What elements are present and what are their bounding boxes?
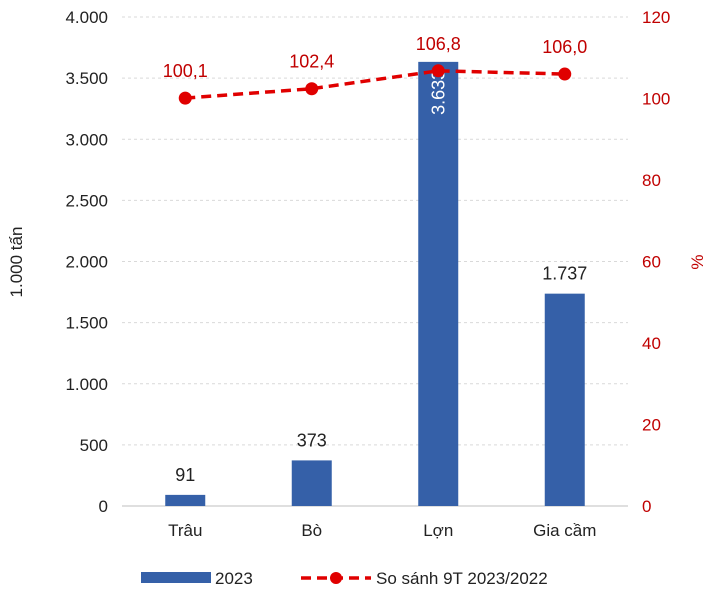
legend-label-bar: 2023 xyxy=(215,569,253,588)
line-value-label: 100,1 xyxy=(163,61,208,81)
legend-label-line: So sánh 9T 2023/2022 xyxy=(376,569,548,588)
bar-Trâu xyxy=(165,494,206,506)
y-axis-title-left: 1.000 tấn xyxy=(7,227,26,298)
y-tick-label-right: 40 xyxy=(642,334,661,353)
y-tick-label-right: 80 xyxy=(642,171,661,190)
line-point xyxy=(178,91,192,105)
y-tick-label-right: 60 xyxy=(642,253,661,272)
bar-value-label: 91 xyxy=(175,465,195,485)
bar-Lợn xyxy=(418,61,459,506)
x-tick-label: Bò xyxy=(301,521,322,540)
bar-value-label: 1.737 xyxy=(542,264,587,284)
y-tick-label-right: 100 xyxy=(642,90,670,109)
line-value-label: 106,8 xyxy=(416,34,461,54)
legend-swatch-bar xyxy=(141,572,211,583)
y-tick-label-right: 120 xyxy=(642,8,670,27)
y-tick-label-left: 0 xyxy=(99,497,108,516)
legend-swatch-marker xyxy=(330,572,342,584)
x-tick-label: Lợn xyxy=(423,521,453,540)
y-tick-label-right: 0 xyxy=(642,497,651,516)
line-point xyxy=(431,64,445,78)
line-value-label: 106,0 xyxy=(542,37,587,57)
y-tick-label-right: 20 xyxy=(642,416,661,435)
y-axis-title-right: % xyxy=(688,254,707,269)
y-tick-label-left: 500 xyxy=(80,436,108,455)
y-tick-label-left: 2.500 xyxy=(65,191,108,210)
y-tick-label-left: 3.000 xyxy=(65,130,108,149)
line-point xyxy=(305,82,319,96)
bar-value-label: 3.633 xyxy=(428,70,448,115)
line-point xyxy=(558,67,572,81)
line-series xyxy=(185,69,565,100)
bar-Gia cầm xyxy=(544,293,585,506)
x-tick-label: Gia cầm xyxy=(533,521,596,540)
bar-value-label: 373 xyxy=(297,430,327,450)
x-tick-label: Trâu xyxy=(168,521,202,540)
y-tick-label-left: 3.500 xyxy=(65,69,108,88)
line-value-label: 102,4 xyxy=(289,52,334,72)
y-tick-label-left: 1.500 xyxy=(65,314,108,333)
y-tick-label-left: 1.000 xyxy=(65,375,108,394)
y-tick-label-left: 4.000 xyxy=(65,8,108,27)
bar-Bò xyxy=(291,460,332,506)
y-tick-label-left: 2.000 xyxy=(65,253,108,272)
